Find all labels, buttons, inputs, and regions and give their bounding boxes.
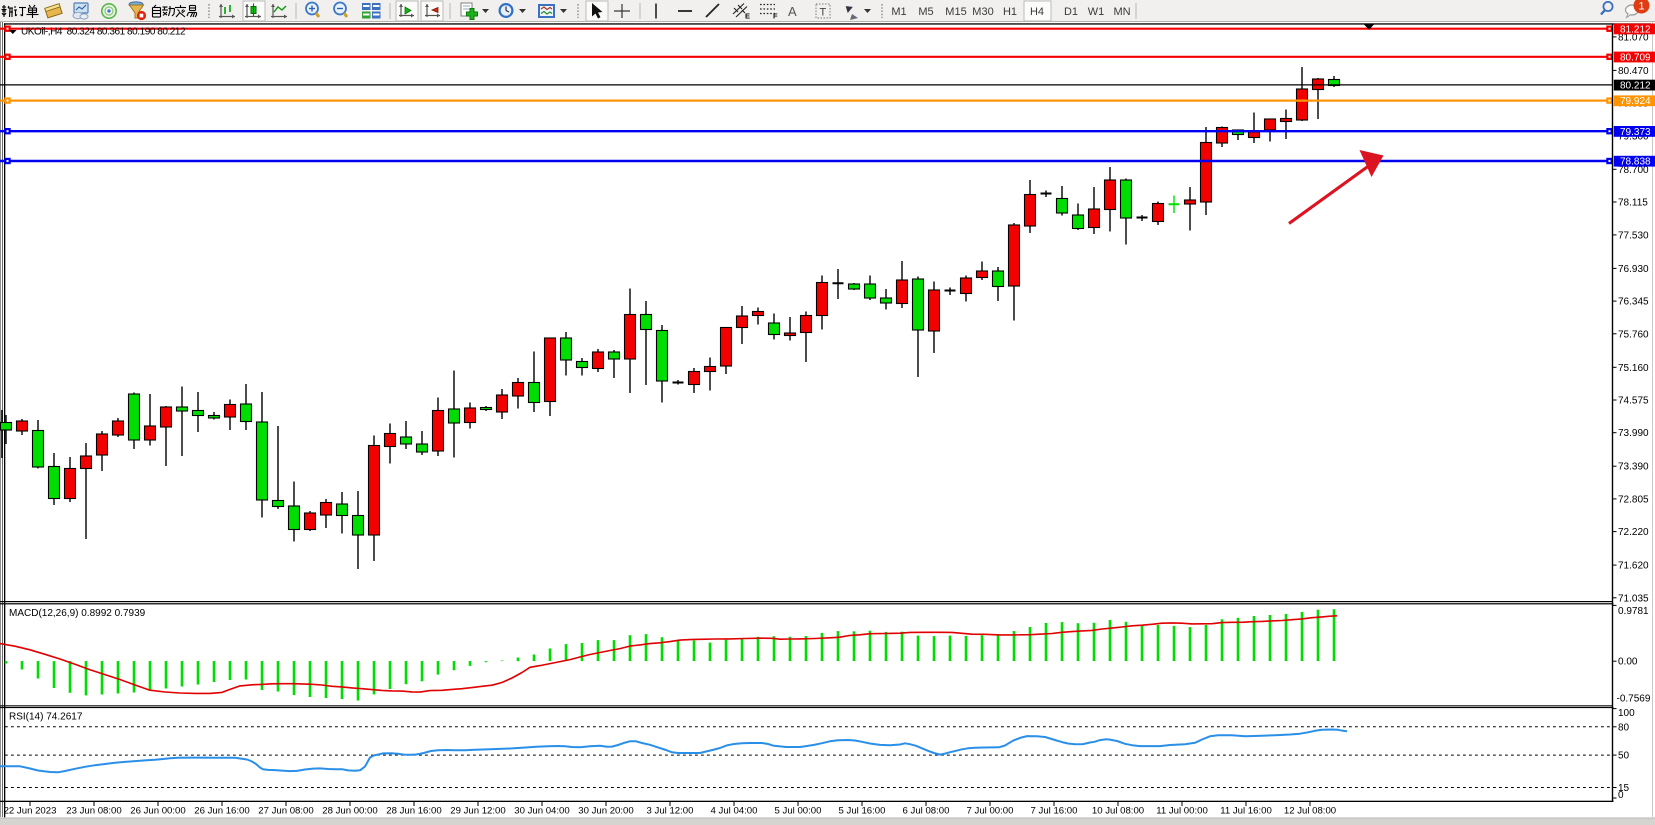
- svg-text:76.345: 76.345: [1618, 297, 1649, 308]
- svg-text:11 Jul 00:00: 11 Jul 00:00: [1156, 806, 1208, 817]
- svg-text:M30: M30: [972, 6, 993, 18]
- svg-text:71.035: 71.035: [1618, 593, 1649, 604]
- svg-text:5 Jul 16:00: 5 Jul 16:00: [839, 806, 886, 817]
- svg-text:E: E: [745, 12, 750, 21]
- svg-text:71.620: 71.620: [1618, 561, 1649, 572]
- svg-text:H1: H1: [1003, 6, 1017, 18]
- svg-text:0.00: 0.00: [1618, 657, 1638, 668]
- svg-text:76.930: 76.930: [1618, 264, 1649, 275]
- svg-text:26 Jun 16:00: 26 Jun 16:00: [194, 806, 249, 817]
- svg-text:50: 50: [1618, 751, 1630, 762]
- svg-text:UKOil-,H4 80.324 80.361 80.19: UKOil-,H4 80.324 80.361 80.190 80.212: [21, 27, 186, 38]
- svg-text:M5: M5: [918, 6, 933, 18]
- svg-text:3 Jul 12:00: 3 Jul 12:00: [647, 806, 694, 817]
- svg-text:D1: D1: [1064, 6, 1078, 18]
- svg-text:77.530: 77.530: [1618, 230, 1649, 241]
- svg-text:F: F: [773, 12, 778, 21]
- svg-text:73.990: 73.990: [1618, 428, 1649, 439]
- svg-text:-0.7569: -0.7569: [1617, 694, 1651, 705]
- svg-text:7 Jul 00:00: 7 Jul 00:00: [967, 806, 1014, 817]
- svg-text:0.9781: 0.9781: [1618, 606, 1649, 617]
- svg-text:72.805: 72.805: [1618, 494, 1649, 505]
- svg-text:73.390: 73.390: [1618, 462, 1649, 473]
- svg-text:28 Jun 16:00: 28 Jun 16:00: [386, 806, 441, 817]
- svg-text:22 Jun 2023: 22 Jun 2023: [4, 806, 57, 817]
- svg-text:81.212: 81.212: [1620, 24, 1651, 35]
- svg-text:15: 15: [1618, 783, 1630, 794]
- svg-text:1: 1: [1638, 1, 1644, 13]
- svg-text:MN: MN: [1113, 6, 1130, 18]
- svg-text:80: 80: [1618, 722, 1630, 733]
- svg-text:79.373: 79.373: [1620, 127, 1651, 138]
- svg-text:MACD(12,26,9) 0.8992 0.7939: MACD(12,26,9) 0.8992 0.7939: [9, 608, 146, 619]
- svg-text:23 Jun 08:00: 23 Jun 08:00: [66, 806, 121, 817]
- svg-text:12 Jul 08:00: 12 Jul 08:00: [1284, 806, 1336, 817]
- svg-text:78.115: 78.115: [1618, 198, 1648, 209]
- svg-text:M15: M15: [945, 6, 966, 18]
- svg-text:80.212: 80.212: [1620, 81, 1651, 92]
- svg-text:30 Jun 04:00: 30 Jun 04:00: [514, 806, 569, 817]
- svg-text:A: A: [788, 4, 797, 19]
- svg-text:81.070: 81.070: [1618, 32, 1649, 43]
- svg-text:79.924: 79.924: [1620, 96, 1651, 107]
- svg-text:80.470: 80.470: [1618, 66, 1649, 77]
- svg-text:M1: M1: [891, 6, 906, 18]
- svg-text:W1: W1: [1088, 6, 1105, 18]
- svg-text:6 Jul 08:00: 6 Jul 08:00: [903, 806, 950, 817]
- svg-text:7 Jul 16:00: 7 Jul 16:00: [1031, 806, 1078, 817]
- svg-text:80.709: 80.709: [1620, 52, 1651, 63]
- svg-text:T: T: [820, 7, 827, 19]
- svg-text:75.760: 75.760: [1618, 329, 1649, 340]
- svg-text:30 Jun 20:00: 30 Jun 20:00: [578, 806, 633, 817]
- svg-text:74.575: 74.575: [1618, 396, 1649, 407]
- svg-text:72.220: 72.220: [1618, 527, 1649, 538]
- svg-text:0: 0: [1618, 790, 1624, 801]
- svg-text:78.838: 78.838: [1620, 157, 1651, 168]
- svg-text:27 Jun 08:00: 27 Jun 08:00: [258, 806, 313, 817]
- svg-text:100: 100: [1618, 708, 1635, 719]
- svg-text:4 Jul 04:00: 4 Jul 04:00: [711, 806, 758, 817]
- svg-text:26 Jun 00:00: 26 Jun 00:00: [130, 806, 185, 817]
- svg-text:RSI(14) 74.2617: RSI(14) 74.2617: [9, 712, 83, 723]
- svg-text:5 Jul 00:00: 5 Jul 00:00: [775, 806, 822, 817]
- svg-text:29 Jun 12:00: 29 Jun 12:00: [450, 806, 505, 817]
- svg-text:75.160: 75.160: [1618, 363, 1649, 374]
- svg-text:H4: H4: [1030, 6, 1044, 18]
- svg-text:10 Jul 08:00: 10 Jul 08:00: [1092, 806, 1144, 817]
- svg-text:11 Jul 16:00: 11 Jul 16:00: [1220, 806, 1272, 817]
- svg-text:78.700: 78.700: [1618, 165, 1649, 176]
- svg-text:28 Jun 00:00: 28 Jun 00:00: [322, 806, 377, 817]
